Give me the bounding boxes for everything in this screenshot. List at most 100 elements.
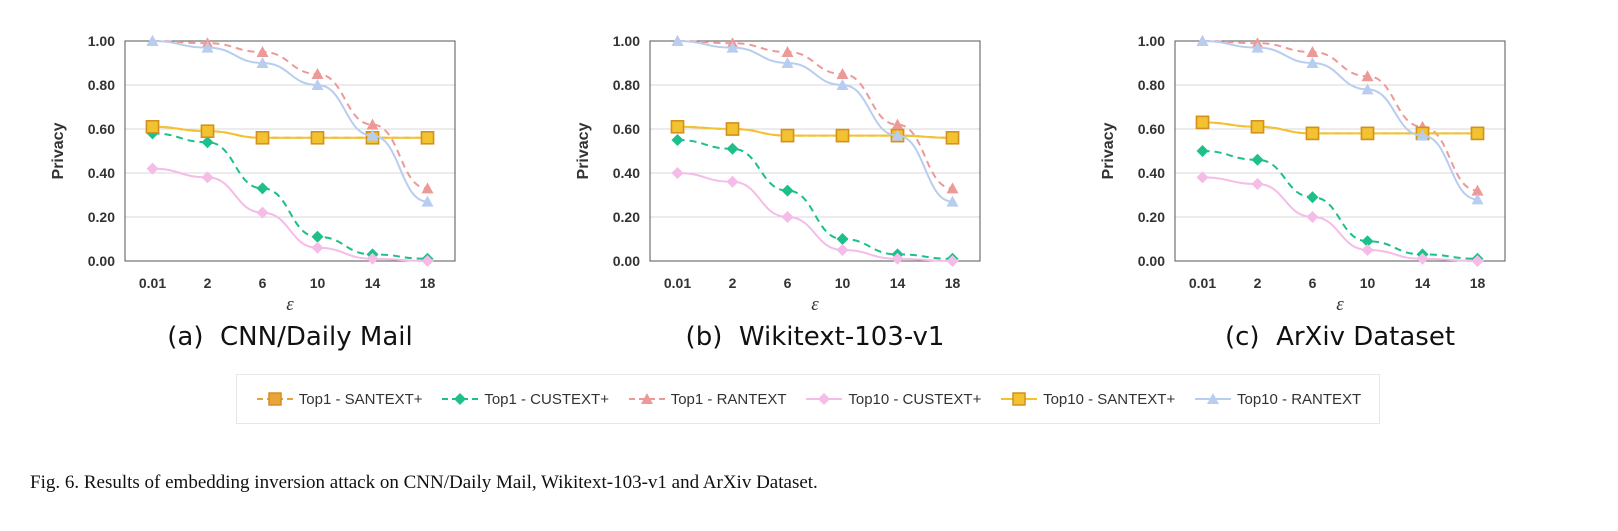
data-point-marker	[781, 184, 794, 197]
legend-swatch	[806, 393, 843, 405]
data-point-marker	[1305, 126, 1320, 141]
data-point-marker	[1306, 211, 1319, 223]
x-tick-label: 14	[365, 275, 381, 291]
x-tick-label: 0.01	[1189, 275, 1216, 291]
data-point-marker	[201, 171, 214, 184]
plot-frame	[649, 40, 981, 262]
data-point-marker	[818, 393, 831, 405]
legend-item: Top1 - RANTEXT	[627, 391, 787, 408]
data-point-marker	[1250, 120, 1265, 134]
series-line	[1202, 40, 1478, 192]
series-line	[1202, 150, 1478, 260]
data-point-marker	[891, 118, 904, 130]
plot-frame	[1174, 40, 1506, 262]
series-top10-rantext	[1196, 35, 1484, 205]
series-top1-santext-	[1195, 115, 1485, 141]
x-tick-label: 2	[1254, 275, 1262, 291]
chart-panel-wikitext: 0.00 0.20 0.40 0.60 0.80 1.00 0.01 2 6 10 14 18 ε Pri…	[575, 28, 1050, 328]
x-tick-label: 6	[1309, 275, 1317, 291]
data-point-marker	[366, 129, 379, 141]
y-tick-label: 0.40	[88, 165, 115, 181]
y-tick-label: 1.00	[613, 33, 640, 49]
series-line	[152, 132, 428, 260]
y-tick-label: 0.80	[1138, 77, 1165, 93]
figure-caption: Fig. 6. Results of embedding inversion a…	[30, 472, 818, 493]
series-top10-rantext	[146, 35, 434, 207]
x-tick-label: 10	[1360, 275, 1376, 291]
legend-swatch	[442, 393, 479, 405]
legend-label: Top10 - CUSTEXT+	[848, 390, 982, 408]
y-tick-label: 0.40	[613, 165, 640, 181]
y-axis-label: Privacy	[575, 122, 592, 179]
series-top1-rantext	[146, 35, 434, 194]
data-point-marker	[1251, 153, 1264, 166]
series-top10-rantext	[671, 35, 959, 207]
data-point-marker	[146, 162, 159, 175]
data-point-marker	[1416, 129, 1429, 141]
data-point-marker	[366, 252, 379, 265]
data-point-marker	[256, 182, 269, 195]
y-tick-label: 0.80	[613, 77, 640, 93]
x-tick-label: 2	[204, 275, 212, 291]
data-point-marker	[946, 255, 959, 267]
series-top10-santext-	[1195, 115, 1485, 141]
chart-legend: Top1 - SANTEXT+ Top1 - CUSTEXT+ Top1 - R…	[236, 374, 1380, 424]
legend-swatch	[1001, 392, 1038, 406]
y-tick-label: 0.20	[1138, 209, 1165, 225]
x-tick-label: 0.01	[139, 275, 166, 291]
legend-item: Top1 - CUSTEXT+	[440, 391, 609, 408]
data-point-marker	[454, 393, 467, 405]
panel-label-cnn: (a) CNN/Daily Mail	[167, 322, 413, 352]
data-point-marker	[146, 35, 159, 46]
series-top10-santext-	[670, 120, 960, 145]
data-point-marker	[1360, 126, 1375, 141]
data-point-marker	[311, 230, 324, 243]
series-top10-custext-	[1196, 171, 1484, 267]
series-top10-custext-	[671, 167, 959, 267]
y-tick-label: 0.60	[613, 121, 640, 137]
series-top1-rantext	[1196, 35, 1484, 196]
x-tick-label: 6	[784, 275, 792, 291]
data-point-marker	[1361, 70, 1374, 82]
series-line	[677, 139, 953, 260]
y-tick-label: 1.00	[1138, 33, 1165, 49]
data-point-marker	[1196, 35, 1209, 46]
data-point-marker	[311, 241, 324, 254]
data-point-marker	[268, 392, 282, 406]
data-point-marker	[1196, 145, 1209, 157]
data-point-marker	[1196, 171, 1209, 184]
data-point-marker	[1306, 191, 1319, 204]
data-point-marker	[836, 68, 849, 79]
series-top10-custext-	[146, 162, 434, 267]
legend-swatch	[1195, 393, 1231, 404]
data-point-marker	[311, 68, 324, 79]
series-top1-custext-	[1196, 145, 1484, 265]
series-line	[152, 167, 428, 262]
series-top1-santext-	[670, 120, 960, 145]
data-point-marker	[780, 128, 795, 143]
data-point-marker	[1306, 46, 1319, 57]
data-point-marker	[781, 46, 794, 57]
x-axis-label: ε	[1336, 294, 1344, 315]
data-point-marker	[891, 252, 904, 265]
x-tick-label: 18	[1470, 275, 1486, 291]
legend-item: Top10 - CUSTEXT+	[804, 391, 981, 408]
y-tick-label: 0.00	[1138, 253, 1165, 269]
y-tick-label: 0.40	[1138, 165, 1165, 181]
x-tick-label: 14	[890, 275, 906, 291]
data-point-marker	[836, 244, 849, 256]
data-point-marker	[256, 57, 269, 68]
series-line	[1202, 40, 1478, 201]
data-point-marker	[726, 142, 739, 155]
data-point-marker	[671, 167, 684, 179]
legend-label: Top10 - RANTEXT	[1237, 390, 1362, 408]
data-point-marker	[891, 129, 904, 141]
data-point-marker	[1416, 252, 1429, 265]
x-axis-label: ε	[286, 294, 294, 315]
data-point-marker	[201, 41, 214, 53]
data-point-marker	[1361, 235, 1374, 248]
x-tick-label: 6	[259, 275, 267, 291]
y-axis-label: Privacy	[1100, 122, 1117, 179]
y-axis-label: Privacy	[50, 122, 67, 179]
